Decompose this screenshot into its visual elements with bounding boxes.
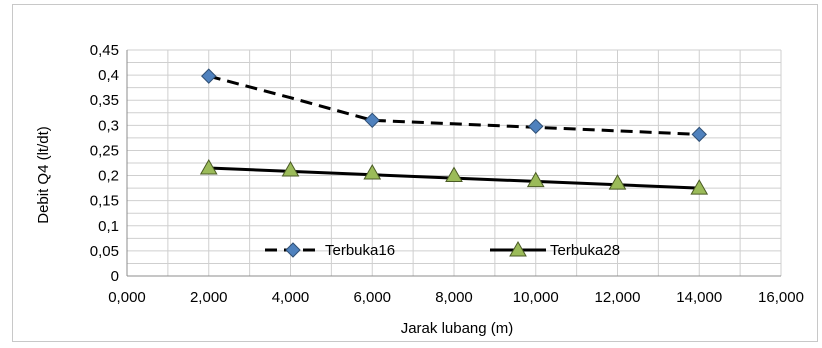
- x-tick-label: 10,000: [513, 289, 559, 306]
- x-axis-title: Jarak lubang (m): [401, 320, 514, 337]
- x-tick-labels: 0,000 2,000 4,000 6,000 8,000 10,000 12,000 14,…: [108, 289, 804, 306]
- legend-label-terbuka28: Terbuka28: [550, 242, 620, 259]
- data-point-terbuka28: [690, 179, 709, 195]
- data-point-terbuka28: [281, 161, 300, 177]
- y-tick-label: 0,2: [98, 168, 119, 185]
- x-tick-label: 6,000: [353, 289, 391, 306]
- legend: Terbuka16 Terbuka28: [265, 240, 620, 259]
- x-tick-label: 8,000: [435, 289, 473, 306]
- y-tick-label: 0,4: [98, 67, 119, 84]
- chart-frame: [12, 4, 818, 342]
- data-point-terbuka28: [608, 174, 627, 190]
- data-point-terbuka28: [526, 171, 545, 188]
- x-tick-label: 0,000: [108, 289, 146, 306]
- x-tick-label: 16,000: [758, 289, 804, 306]
- legend-marker-terbuka28: [509, 240, 527, 257]
- x-tick-label: 12,000: [595, 289, 641, 306]
- y-tick-label: 0,15: [90, 193, 119, 210]
- y-tick-label: 0,3: [98, 117, 119, 134]
- y-tick-label: 0,35: [90, 92, 119, 109]
- y-axis-title: Debit Q4 (lt/dt): [35, 126, 52, 224]
- y-tick-label: 0: [111, 268, 119, 285]
- y-tick-labels: 0 0,05 0,1 0,15 0,2 0,25 0,3 0,35 0,4 0,45: [90, 42, 119, 285]
- data-point-terbuka28: [363, 164, 382, 180]
- y-tick-label: 0,25: [90, 142, 119, 159]
- legend-marker-terbuka16: [285, 242, 301, 258]
- legend-label-terbuka16: Terbuka16: [325, 242, 395, 259]
- y-tick-label: 0,45: [90, 42, 119, 59]
- data-point-terbuka28: [199, 159, 218, 175]
- y-tick-label: 0,1: [98, 218, 119, 235]
- axes: [126, 50, 781, 277]
- x-tick-label: 2,000: [190, 289, 228, 306]
- x-tick-label: 14,000: [676, 289, 722, 306]
- data-point-terbuka16: [201, 68, 217, 84]
- y-tick-label: 0,05: [90, 243, 119, 260]
- grid-lines: [126, 49, 782, 277]
- data-point-terbuka16: [364, 112, 380, 129]
- series-markers: [199, 68, 709, 195]
- x-tick-label: 4,000: [272, 289, 310, 306]
- data-point-terbuka16: [528, 118, 544, 135]
- data-point-terbuka16: [691, 126, 707, 143]
- data-point-terbuka28: [445, 166, 463, 183]
